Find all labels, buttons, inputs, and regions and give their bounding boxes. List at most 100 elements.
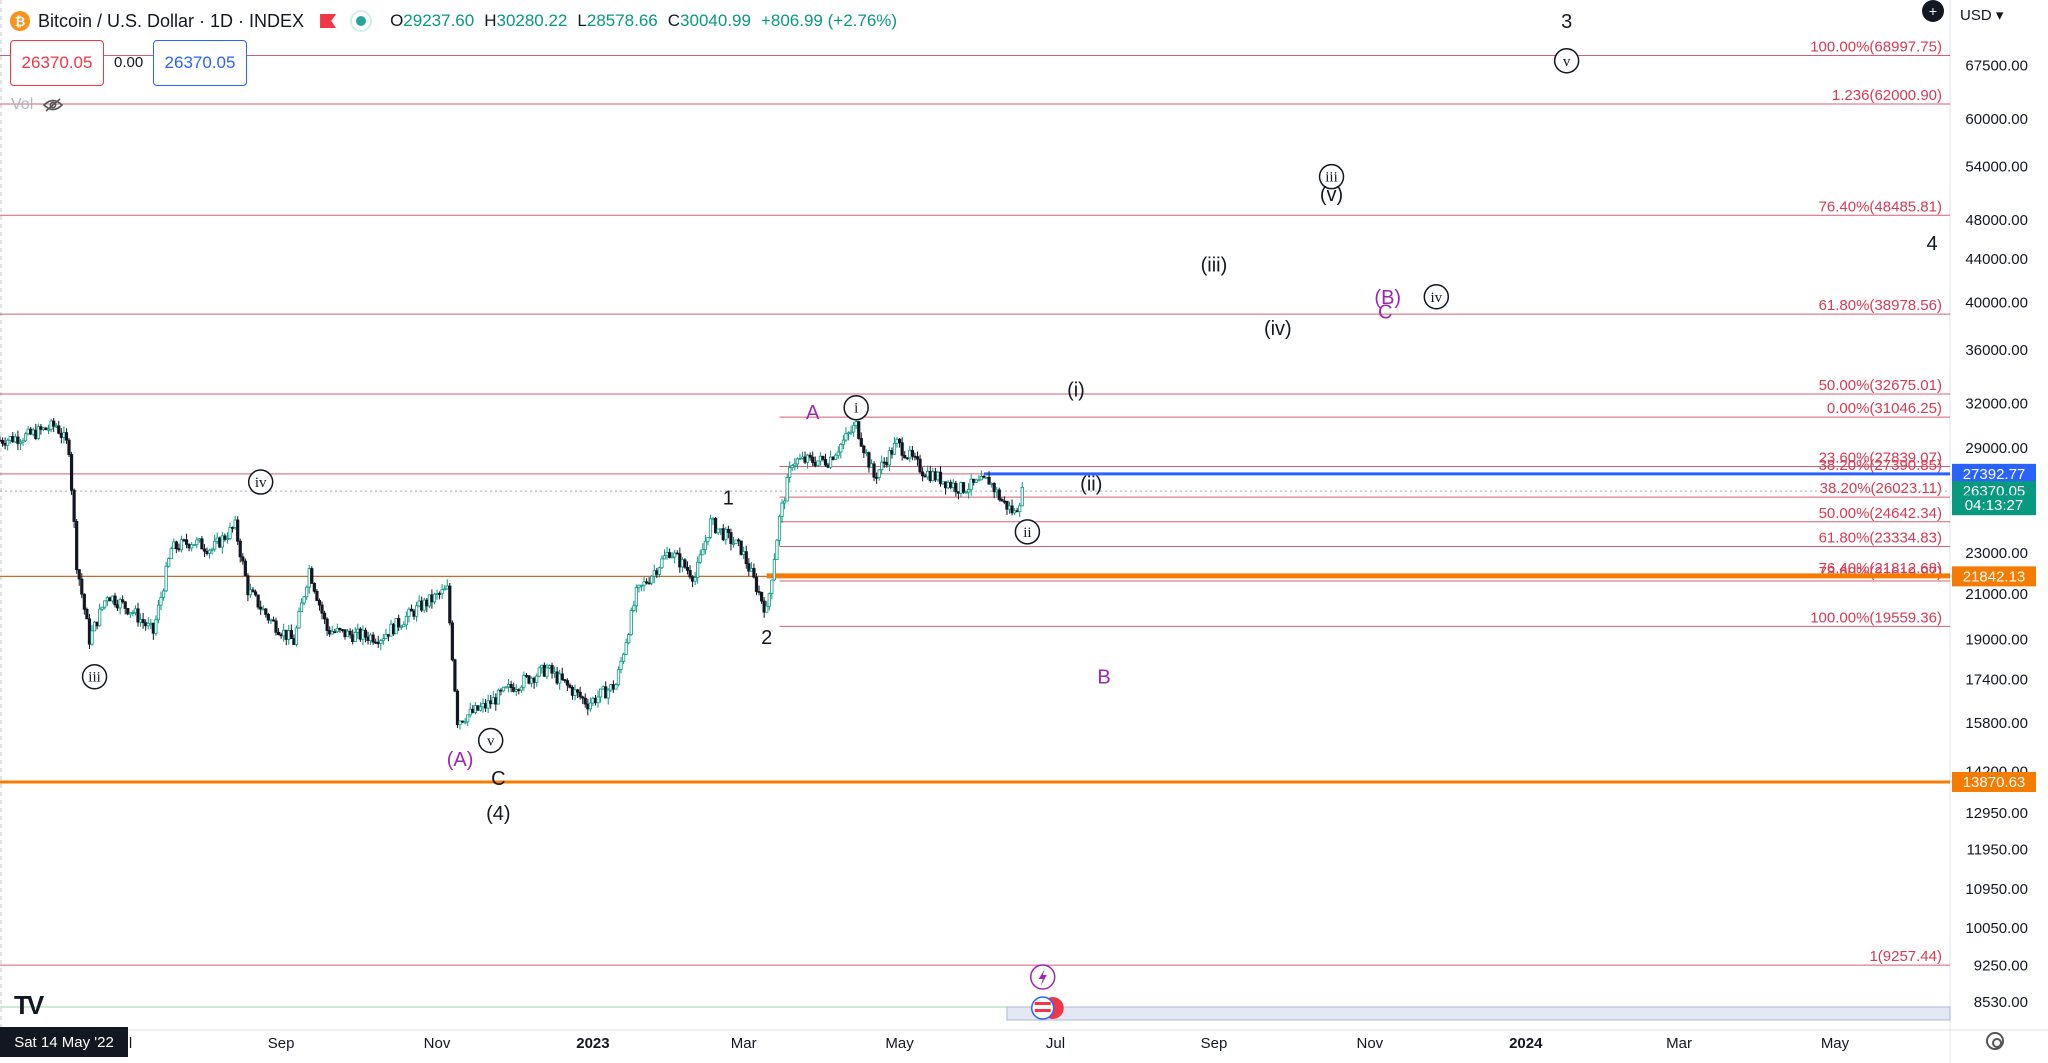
add-icon[interactable]: + [1922,0,1944,22]
currency-select[interactable]: USD ▾ [1960,7,2004,24]
candle-body [486,700,490,709]
candle-body [279,634,283,637]
candle-body [872,463,876,478]
candle-body [987,476,991,485]
wave-label: 3 [1561,11,1572,33]
fib-level-label: 23.60%(27839.07) [1819,450,1942,467]
candle-body [647,582,651,585]
wave-label-circle [1014,519,1041,545]
candle-body [195,539,199,545]
candle-body [829,456,833,468]
candle-body [519,686,523,691]
candle-body [542,664,546,677]
candle-body [731,543,736,545]
candle-body [601,686,605,690]
candle-body [586,703,590,710]
candle-body [414,605,419,617]
candle-body [317,600,322,606]
candle-body [115,604,120,609]
candle-body [356,628,360,633]
candle-body [716,528,720,534]
wave-label: 4 [1927,233,1938,255]
x-tick-label: May [1821,1035,1850,1052]
candle-body [552,671,557,674]
candle-body [190,544,194,549]
fib-level-label: 50.00%(32675.01) [1819,377,1942,394]
candle-body [394,618,398,635]
spread-value: 0.00 [114,53,144,71]
eye-hidden-icon[interactable] [43,98,64,112]
candle-body [453,659,457,692]
candle-body [1002,500,1006,503]
candle-body [644,581,649,584]
candle-body [1015,510,1019,513]
symbol-title[interactable]: Bitcoin / U.S. Dollar · 1D · INDEX [38,10,305,31]
candle-body [184,539,189,545]
candle-body [46,428,51,431]
candle-body [558,673,562,684]
candle-body [928,470,932,482]
candle-body [261,608,265,611]
market-status-icon[interactable] [350,10,373,32]
wave-label: B [1097,667,1110,689]
candle-body [149,622,153,625]
candle-body [468,708,472,716]
events-band [1006,1006,1951,1021]
candle-body [895,438,899,444]
candle-body [662,555,667,560]
candle-body [131,612,135,614]
y-tick-label: 44000.00 [1965,251,2028,268]
candle-body [910,449,914,457]
price-change: +806.99 (+2.76%) [760,11,898,30]
candle-body [724,528,728,541]
candle-body [248,589,253,596]
volume-indicator[interactable]: Vol [11,96,64,114]
candle-body [795,458,799,465]
candle-body [532,677,536,683]
candle-body [783,500,787,504]
fib-level-label: 1.236(62000.90) [1832,87,1942,104]
candle-body [363,629,368,638]
candle-body [501,686,506,692]
candle-body [736,539,741,542]
candle-body [420,600,424,611]
candle-body [632,605,636,611]
candle-body [241,556,245,562]
us-flag-stripe [1034,1002,1051,1005]
candle-body [496,689,500,705]
candle-body [869,463,874,468]
buy-button[interactable]: 26370.05 [153,40,247,86]
candle-body [604,686,608,699]
wave-label: v [1563,54,1571,70]
candle-body [361,629,365,640]
candle-body [246,575,250,596]
candle-body [384,634,388,640]
candle-body [458,720,462,726]
candle-body [785,477,789,502]
settings-gear-icon[interactable] [1986,1032,2004,1050]
candle-body [159,597,163,606]
candle-body [803,456,807,463]
flag-icon[interactable] [320,14,337,28]
wave-label-circle [247,469,274,495]
us-flag-stripe [1034,1009,1051,1012]
candle-body [931,471,935,482]
y-tick-label: 67500.00 [1965,57,2028,74]
candle-body [266,614,270,621]
fib-level-label: 38.20%(27390.85) [1819,457,1942,474]
symbol-header: ₿ Bitcoin / U.S. Dollar · 1D · INDEX O29… [10,8,897,34]
candle-body [908,449,912,459]
candle-body [113,595,117,606]
sell-button[interactable]: 26370.05 [10,40,104,86]
candle-body [675,552,679,555]
candle-body [921,471,925,477]
wave-label: (4) [486,803,510,825]
candle-body [430,594,434,603]
candle-body [806,454,810,463]
candle-body [164,565,168,592]
candle-body [849,431,853,434]
candle-body [696,561,700,578]
candle-body [588,702,592,710]
candle-body [6,439,10,446]
